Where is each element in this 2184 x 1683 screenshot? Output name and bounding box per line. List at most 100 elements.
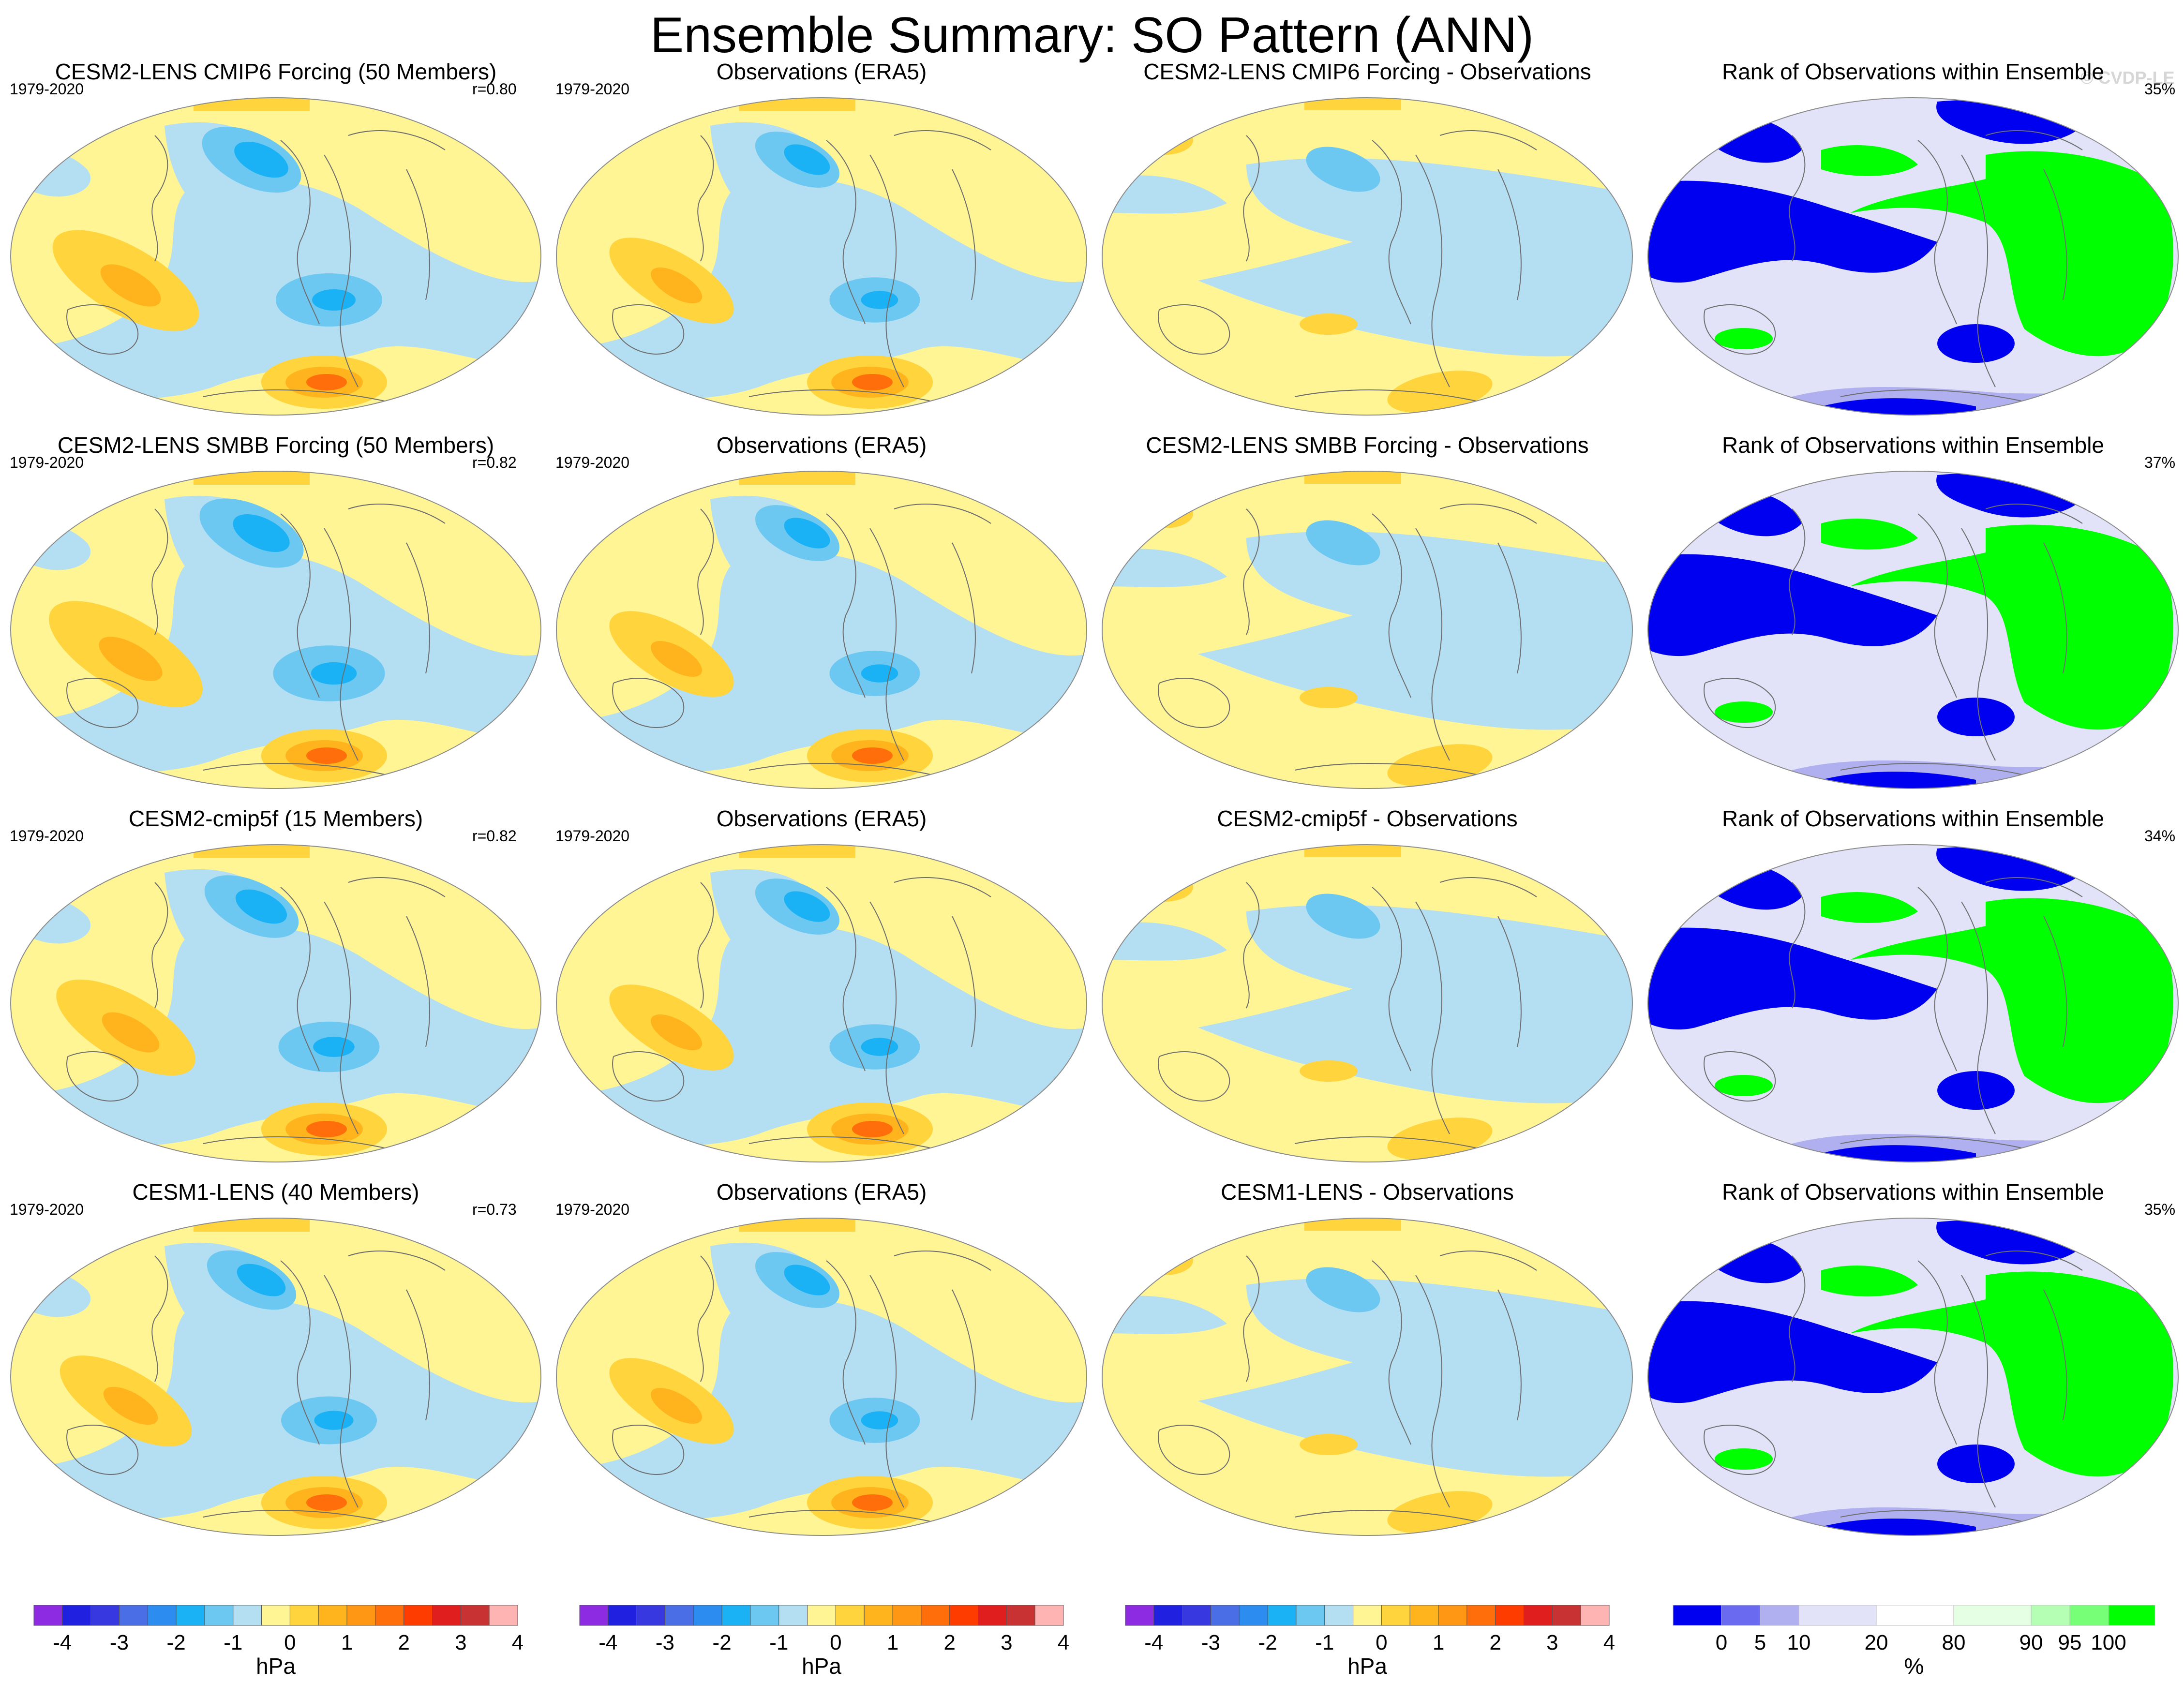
southern-high — [1387, 1491, 1493, 1534]
coastline — [1243, 135, 1260, 262]
map-border — [10, 97, 541, 416]
coastline — [66, 678, 139, 728]
rank-map — [1647, 97, 2179, 416]
obs-panel-title: Observations (ERA5) — [716, 432, 927, 458]
colorbar-tick-label: 3 — [455, 1631, 466, 1654]
colorbar-swatch — [921, 1605, 950, 1626]
rank-percent: 37% — [2144, 454, 2176, 471]
colorbar-tick-label: 0 — [1716, 1631, 1727, 1654]
coastline — [1917, 887, 1957, 1072]
colorbar-swatch — [1153, 1605, 1183, 1626]
coastline — [894, 1251, 991, 1271]
colorbar-tick-label: 3 — [1546, 1631, 1558, 1654]
coastline — [1243, 508, 1260, 635]
colorbar-swatch — [1466, 1605, 1496, 1626]
colorbar-swatch — [1673, 1605, 1722, 1626]
obs-map — [556, 1218, 1087, 1536]
coastline — [1961, 901, 1996, 1134]
coastline — [1497, 1289, 1522, 1421]
southern-high-core — [306, 1494, 347, 1511]
hpa-colorbar: -4 -3 -2 -1 0 1 2 3 4 hPa — [1125, 1605, 1615, 1678]
colorbar-tick-label: -2 — [713, 1631, 732, 1654]
colorbar-swatch — [1324, 1605, 1354, 1626]
map-border — [556, 471, 1087, 789]
coastline — [826, 140, 866, 325]
colorbar-swatch — [2069, 1605, 2109, 1626]
negative-anomaly-region — [1198, 1278, 1632, 1477]
colorbar-swatch — [949, 1605, 979, 1626]
coastline — [1439, 130, 1537, 150]
south-pacific-low-core — [861, 291, 898, 309]
coastline — [324, 154, 359, 387]
pattern-correlation: r=0.82 — [472, 827, 517, 845]
indo-pacific-high-core — [99, 637, 163, 681]
southern-high-core — [852, 1494, 893, 1511]
negative-anomaly-region — [1102, 1296, 1227, 1334]
colorbar-unit: % — [1904, 1653, 1924, 1678]
colorbar-tick-label: 90 — [2019, 1631, 2043, 1654]
high-rank-region — [1715, 328, 1773, 349]
coastline — [406, 169, 430, 300]
high-rank-region — [1652, 1266, 1681, 1285]
coastline — [1789, 508, 1806, 635]
hpa-colorbar: -4 -3 -2 -1 0 1 2 3 4 hPa — [33, 1605, 524, 1678]
high-rank-region — [1821, 145, 1918, 176]
low-rank-region — [1937, 1445, 2015, 1483]
colorbar-swatch — [1353, 1605, 1382, 1626]
model-map — [10, 471, 541, 789]
coastline — [1840, 1136, 2025, 1149]
coastline — [952, 916, 976, 1047]
diff-panel-title: CESM2-LENS SMBB Forcing - Observations — [1146, 432, 1589, 458]
colorbar-swatch — [1798, 1605, 1877, 1626]
north-pacific-low-core — [234, 141, 288, 178]
coastline — [348, 130, 446, 150]
colorbar-swatch — [693, 1605, 722, 1626]
coastline — [1439, 1251, 1537, 1271]
arctic-high — [194, 845, 310, 858]
colorbar-tick-label: 0 — [284, 1631, 296, 1654]
coastline — [697, 135, 714, 262]
coastline — [869, 1275, 904, 1508]
southern-high — [1387, 1117, 1493, 1160]
colorbar-swatch — [1296, 1605, 1325, 1626]
colorbar-tick-label: 2 — [943, 1631, 955, 1654]
colorbar-swatch — [147, 1605, 177, 1626]
coastline — [2043, 916, 2067, 1047]
coastline — [697, 1255, 714, 1382]
map-border — [10, 471, 541, 789]
high-rank-region — [1821, 1266, 1918, 1296]
coastline — [348, 504, 446, 524]
coastline — [952, 169, 976, 300]
colorbar-tick-label: 1 — [341, 1631, 353, 1654]
colorbar-tick-label: -3 — [656, 1631, 674, 1654]
coastline — [1415, 901, 1450, 1134]
model-panel-title: CESM2-cmip5f (15 Members) — [128, 806, 423, 831]
arctic-high — [194, 98, 310, 111]
low-rank-region — [1937, 698, 2015, 736]
colorbar-swatch — [1760, 1605, 1799, 1626]
arctic-high — [739, 845, 855, 858]
coastline — [952, 542, 976, 674]
period-label: 1979-2020 — [10, 1201, 84, 1218]
north-pacific-low-core — [784, 518, 830, 549]
rank-map — [1647, 844, 2179, 1162]
southern-high-core — [852, 1121, 893, 1137]
negative-anomaly-region — [1102, 175, 1227, 214]
colorbar-swatch — [1876, 1605, 1954, 1626]
north-pacific-low-core — [237, 1264, 286, 1296]
coastline — [1158, 1425, 1230, 1475]
colorbar-tick-label: 3 — [1001, 1631, 1012, 1654]
colorbar-tick-label: -4 — [598, 1631, 617, 1654]
colorbar-tick-label: 2 — [398, 1631, 409, 1654]
colorbar-swatch — [90, 1605, 120, 1626]
period-label: 1979-2020 — [10, 454, 84, 471]
high-rank-region — [1652, 892, 1681, 911]
colorbar-swatch — [346, 1605, 376, 1626]
rank-panel-title: Rank of Observations within Ensemble — [1721, 1179, 2105, 1205]
model-panel-title: CESM2-LENS SMBB Forcing (50 Members) — [57, 432, 494, 458]
colorbar-swatch — [1953, 1605, 2032, 1626]
southern-high-core — [852, 747, 893, 764]
indo-pacific-high-core — [650, 1387, 703, 1424]
colorbar-swatch — [1239, 1605, 1268, 1626]
model-map — [10, 97, 541, 416]
